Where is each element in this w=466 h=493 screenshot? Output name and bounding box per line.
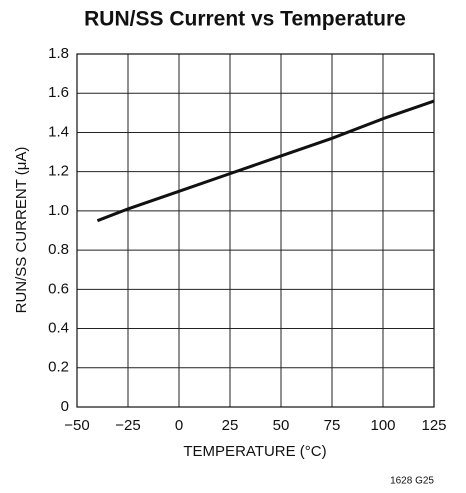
y-tick-label: 0 [61,398,69,415]
y-tick-label: 1.4 [48,123,69,140]
x-tick-label: 0 [175,417,183,434]
y-axis-label: RUN/SS CURRENT (μA) [13,147,30,314]
x-tick-label: 125 [421,417,446,434]
data-line [96,99,435,223]
y-tick-label: 1.8 [48,45,69,62]
y-tick-label: 0.2 [48,359,69,376]
y-tick-label: 1.6 [48,84,69,101]
x-axis-label: TEMPERATURE (°C) [183,443,326,460]
plot-border [76,53,435,408]
x-tick-label: 25 [222,417,239,434]
y-tick-label: 0.6 [48,280,69,297]
x-tick-label: 100 [370,417,395,434]
y-tick-label: 0.8 [48,241,69,258]
x-tick-label: −25 [115,417,140,434]
x-tick-label: 75 [324,417,341,434]
x-tick-label: −50 [64,417,89,434]
y-tick-label: 1.2 [48,163,69,180]
y-tick-label: 0.4 [48,320,69,337]
chart-title: RUN/SS Current vs Temperature [84,8,406,31]
annotation: 1628 G25 [390,476,434,487]
x-tick-label: 50 [273,417,290,434]
y-tick-label: 1.0 [48,202,69,219]
